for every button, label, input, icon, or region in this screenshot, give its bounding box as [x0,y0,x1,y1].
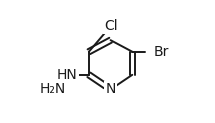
Text: N: N [105,82,116,96]
Text: Br: Br [153,45,169,59]
Text: H₂N: H₂N [40,82,66,96]
Text: Cl: Cl [104,19,117,33]
Text: HN: HN [57,68,78,82]
